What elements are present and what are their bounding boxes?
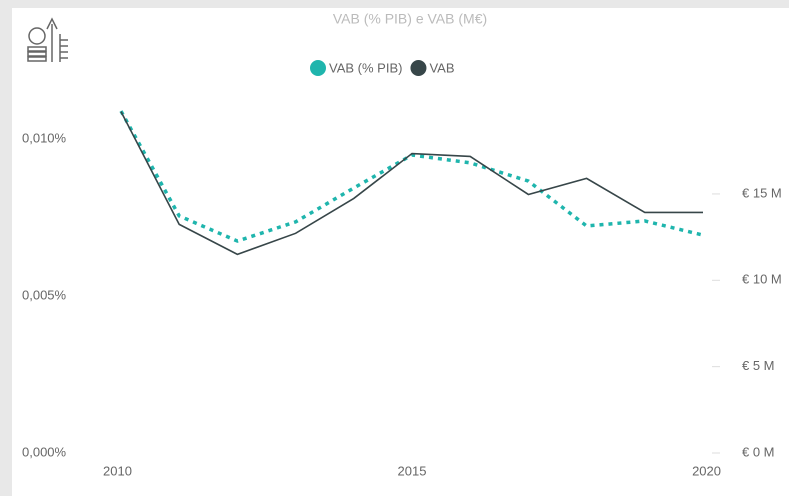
legend-marker: [310, 60, 326, 76]
chart-title: VAB (% PIB) e VAB (M€): [333, 11, 487, 27]
y-tick-label: 0,010%: [22, 130, 67, 145]
legend-marker: [410, 60, 427, 76]
icon: [27, 17, 68, 62]
y-tick-label: 0,005%: [22, 287, 67, 302]
x-tick-label: 2015: [398, 463, 427, 478]
y2-tick-label: € 0 M: [742, 444, 775, 459]
series-line: [120, 111, 703, 256]
y2-tick-label: € 15 M: [742, 185, 782, 200]
card: [12, 8, 789, 496]
y2-tick-label: € 10 M: [742, 272, 782, 287]
x-tick-label: 2010: [103, 463, 132, 478]
legend-label: VAB: [429, 60, 454, 75]
y-tick-label: 0,000%: [22, 444, 67, 459]
legend-label: VAB (% PIB): [329, 60, 402, 75]
x-tick-label: 2020: [692, 463, 721, 478]
y2-tick-label: € 5 M: [742, 358, 775, 373]
series-line: [119, 110, 704, 243]
